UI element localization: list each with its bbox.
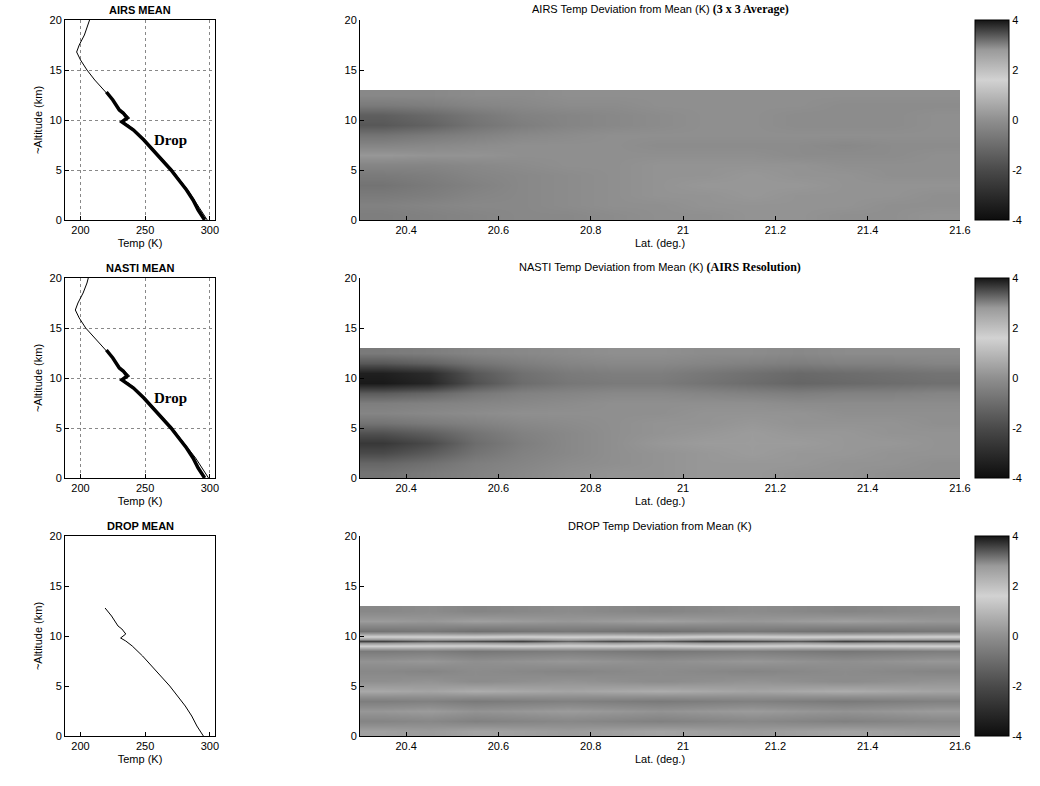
svg-text:Drop: Drop	[154, 390, 187, 406]
svg-text:21.4: 21.4	[857, 224, 878, 236]
svg-text:20.8: 20.8	[580, 740, 601, 752]
svg-text:AIRS Temp Deviation from Mean: AIRS Temp Deviation from Mean (K) (3 x 3…	[532, 2, 789, 16]
svg-text:-2: -2	[1012, 680, 1022, 692]
svg-text:4: 4	[1012, 272, 1018, 284]
svg-text:0: 0	[1012, 114, 1018, 126]
svg-text:20.4: 20.4	[395, 482, 416, 494]
svg-text:Lat. (deg.): Lat. (deg.)	[635, 753, 685, 765]
svg-text:15: 15	[345, 580, 357, 592]
svg-text:15: 15	[345, 322, 357, 334]
svg-text:-2: -2	[1012, 164, 1022, 176]
svg-text:NASTI MEAN: NASTI MEAN	[106, 262, 175, 274]
svg-text:20.4: 20.4	[395, 740, 416, 752]
svg-text:21.6: 21.6	[949, 482, 970, 494]
svg-text:5: 5	[56, 164, 62, 176]
svg-text:NASTI Temp Deviation from Mean: NASTI Temp Deviation from Mean (K) (AIRS…	[519, 260, 801, 274]
svg-text:DROP Temp Deviation from Mean: DROP Temp Deviation from Mean (K)	[568, 520, 752, 532]
svg-text:20: 20	[50, 272, 62, 284]
svg-text:21.6: 21.6	[949, 740, 970, 752]
svg-text:200: 200	[71, 482, 89, 494]
svg-text:300: 300	[201, 482, 219, 494]
svg-text:Temp (K): Temp (K)	[118, 237, 163, 249]
svg-text:21.6: 21.6	[949, 224, 970, 236]
svg-text:10: 10	[50, 372, 62, 384]
svg-text:21.2: 21.2	[765, 224, 786, 236]
svg-text:-2: -2	[1012, 422, 1022, 434]
svg-text:300: 300	[201, 740, 219, 752]
svg-text:-4: -4	[1012, 214, 1022, 226]
svg-text:5: 5	[351, 680, 357, 692]
svg-text:4: 4	[1012, 530, 1018, 542]
svg-text:21.2: 21.2	[765, 482, 786, 494]
svg-text:20: 20	[50, 530, 62, 542]
svg-text:0: 0	[56, 472, 62, 484]
svg-text:200: 200	[71, 740, 89, 752]
svg-text:5: 5	[56, 680, 62, 692]
svg-text:Temp (K): Temp (K)	[118, 495, 163, 507]
svg-text:21.2: 21.2	[765, 740, 786, 752]
svg-text:Drop: Drop	[154, 132, 187, 148]
svg-text:0: 0	[1012, 372, 1018, 384]
svg-text:0: 0	[56, 730, 62, 742]
svg-text:10: 10	[345, 372, 357, 384]
svg-text:20: 20	[345, 530, 357, 542]
svg-text:0: 0	[1012, 630, 1018, 642]
svg-text:0: 0	[351, 730, 357, 742]
svg-text:0: 0	[351, 214, 357, 226]
svg-text:10: 10	[345, 630, 357, 642]
svg-text:20.8: 20.8	[580, 224, 601, 236]
svg-text:21: 21	[677, 482, 689, 494]
svg-text:4: 4	[1012, 14, 1018, 26]
svg-text:20.4: 20.4	[395, 224, 416, 236]
svg-text:~Altitude (km): ~Altitude (km)	[32, 602, 44, 670]
svg-text:Lat. (deg.): Lat. (deg.)	[635, 495, 685, 507]
svg-text:Temp (K): Temp (K)	[118, 753, 163, 765]
svg-text:20: 20	[50, 14, 62, 26]
svg-text:15: 15	[50, 64, 62, 76]
svg-text:5: 5	[56, 422, 62, 434]
svg-text:20: 20	[345, 14, 357, 26]
svg-text:~Altitude (km): ~Altitude (km)	[32, 86, 44, 154]
svg-text:10: 10	[50, 630, 62, 642]
svg-text:20.6: 20.6	[488, 482, 509, 494]
svg-text:5: 5	[351, 422, 357, 434]
svg-text:0: 0	[56, 214, 62, 226]
svg-text:250: 250	[136, 482, 154, 494]
svg-text:20.6: 20.6	[488, 224, 509, 236]
svg-text:Lat. (deg.): Lat. (deg.)	[635, 237, 685, 249]
svg-text:20: 20	[345, 272, 357, 284]
svg-text:15: 15	[345, 64, 357, 76]
svg-text:21: 21	[677, 740, 689, 752]
svg-text:AIRS MEAN: AIRS MEAN	[109, 4, 171, 16]
svg-text:200: 200	[71, 224, 89, 236]
svg-text:-4: -4	[1012, 730, 1022, 742]
svg-text:2: 2	[1012, 322, 1018, 334]
svg-text:15: 15	[50, 322, 62, 334]
svg-text:21.4: 21.4	[857, 482, 878, 494]
svg-text:15: 15	[50, 580, 62, 592]
svg-text:20.8: 20.8	[580, 482, 601, 494]
svg-text:250: 250	[136, 224, 154, 236]
svg-text:2: 2	[1012, 580, 1018, 592]
svg-text:250: 250	[136, 740, 154, 752]
svg-text:10: 10	[50, 114, 62, 126]
svg-text:10: 10	[345, 114, 357, 126]
svg-text:0: 0	[351, 472, 357, 484]
svg-text:~Altitude (km): ~Altitude (km)	[32, 344, 44, 412]
svg-text:2: 2	[1012, 64, 1018, 76]
svg-text:20.6: 20.6	[488, 740, 509, 752]
svg-text:DROP MEAN: DROP MEAN	[107, 520, 174, 532]
svg-text:5: 5	[351, 164, 357, 176]
svg-text:-4: -4	[1012, 472, 1022, 484]
svg-text:21: 21	[677, 224, 689, 236]
svg-text:300: 300	[201, 224, 219, 236]
svg-text:21.4: 21.4	[857, 740, 878, 752]
